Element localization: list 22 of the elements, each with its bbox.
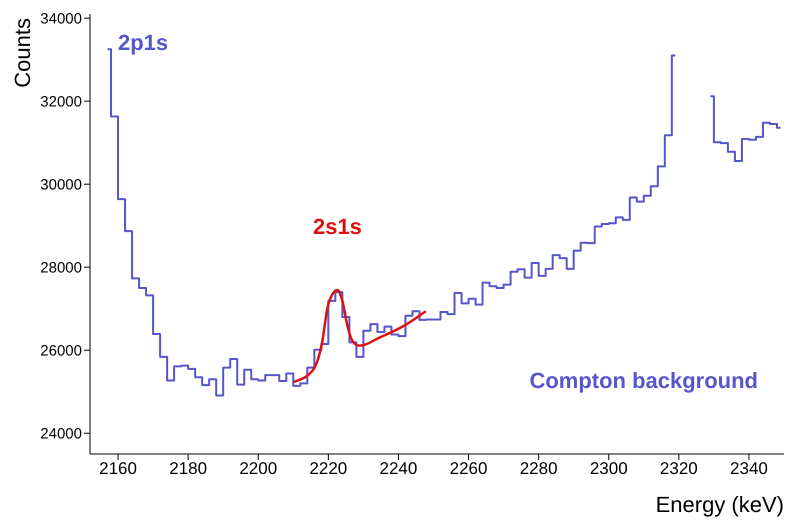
line-series [292,288,428,384]
x-tick-label: 2320 [660,459,698,478]
y-axis-title: Counts [10,18,35,88]
x-tick-label: 2220 [309,459,348,478]
y-tick-label: 28000 [40,260,82,277]
annotation: 2p1s [118,30,168,56]
x-tick-label: 2340 [730,459,768,478]
x-tick-label: 2180 [169,459,208,478]
x-tick-label: 2300 [590,459,628,478]
x-tick-label: 2240 [380,459,418,478]
annotation: 2s1s [312,214,362,240]
x-tick-label: 2160 [99,459,137,478]
x-tick-label: 2260 [450,459,488,478]
y-tick-label: 34000 [40,10,82,28]
annotation: Compton background [529,368,758,394]
y-tick-label: 24000 [40,426,82,443]
x-tick-label: 2200 [239,459,278,478]
x-tick-label: 2280 [520,459,558,478]
y-tick-label: 32000 [40,93,82,110]
y-tick-label: 30000 [40,176,82,194]
x-axis-title: Energy (keV) [656,492,784,517]
y-tick-label: 26000 [40,342,82,360]
